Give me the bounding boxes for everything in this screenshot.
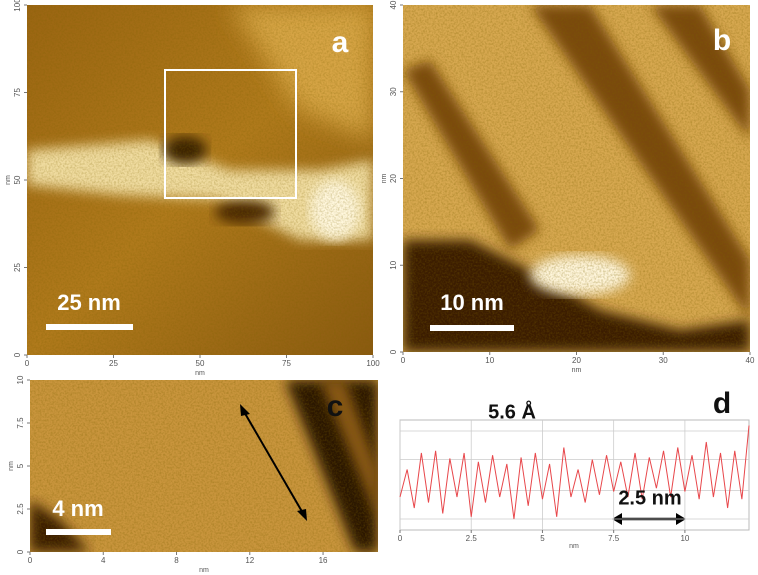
x-tick-label: 10 bbox=[485, 356, 494, 365]
x-tick-label: 0 bbox=[28, 556, 33, 565]
y-tick-label: 2.5 bbox=[16, 503, 25, 515]
y-axis-label: nm bbox=[381, 173, 388, 183]
x-axis-label: nm bbox=[195, 370, 205, 377]
x-tick-label: 40 bbox=[746, 356, 755, 365]
profile-line bbox=[399, 425, 750, 520]
scale-bar-label: 25 nm bbox=[57, 290, 121, 315]
y-axis-label: nm bbox=[8, 461, 15, 471]
y-tick-label: 50 bbox=[13, 175, 22, 184]
double-arrow bbox=[240, 404, 307, 521]
x-axis-label: nm bbox=[572, 367, 582, 374]
x-tick-label: 50 bbox=[196, 359, 205, 368]
x-tick-label: 8 bbox=[174, 556, 179, 565]
panel-letter: b bbox=[713, 24, 731, 57]
y-tick-label: 30 bbox=[389, 87, 398, 96]
x-axis-label: nm bbox=[569, 543, 579, 550]
x-tick-label: 4 bbox=[101, 556, 106, 565]
y-tick-label: 25 bbox=[13, 263, 22, 272]
y-tick-label: 75 bbox=[13, 88, 22, 97]
y-tick-label: 10 bbox=[16, 375, 25, 384]
x-tick-label: 100 bbox=[366, 359, 380, 368]
panel-letter: a bbox=[332, 26, 349, 59]
x-tick-label: 75 bbox=[282, 359, 291, 368]
y-tick-label: 7.5 bbox=[16, 417, 25, 429]
x-tick-label: 2.5 bbox=[466, 534, 478, 543]
scale-bar-label: 4 nm bbox=[52, 496, 103, 521]
y-tick-label: 0 bbox=[389, 349, 398, 354]
x-tick-label: 20 bbox=[572, 356, 581, 365]
y-tick-label: 5 bbox=[16, 463, 25, 468]
x-axis-label: nm bbox=[199, 567, 209, 574]
y-tick-label: 0 bbox=[13, 352, 22, 357]
stm-image-c bbox=[30, 380, 378, 552]
x-tick-label: 25 bbox=[109, 359, 118, 368]
x-tick-label: 0 bbox=[25, 359, 30, 368]
y-tick-label: 20 bbox=[389, 174, 398, 183]
annotation: 2.5 nm bbox=[618, 487, 681, 509]
x-tick-label: 12 bbox=[245, 556, 254, 565]
y-tick-label: 100 bbox=[13, 0, 22, 12]
panel-letter: c bbox=[327, 390, 344, 423]
x-tick-label: 0 bbox=[401, 356, 406, 365]
annotation: 5.6 Å bbox=[488, 399, 536, 423]
stm-image-a bbox=[27, 5, 373, 355]
x-tick-label: 0 bbox=[398, 534, 403, 543]
x-tick-label: 10 bbox=[680, 534, 689, 543]
x-tick-label: 7.5 bbox=[608, 534, 620, 543]
scale-bar-label: 10 nm bbox=[440, 290, 504, 315]
y-tick-label: 40 bbox=[389, 0, 398, 9]
x-tick-label: 30 bbox=[659, 356, 668, 365]
x-tick-label: 5 bbox=[540, 534, 545, 543]
y-tick-label: 10 bbox=[389, 260, 398, 269]
y-tick-label: 0 bbox=[16, 549, 25, 554]
y-axis-label: nm bbox=[5, 175, 12, 185]
stm-image-b bbox=[403, 5, 750, 352]
x-tick-label: 16 bbox=[319, 556, 328, 565]
panel-letter: d bbox=[713, 387, 731, 420]
plot-frame bbox=[399, 419, 750, 531]
